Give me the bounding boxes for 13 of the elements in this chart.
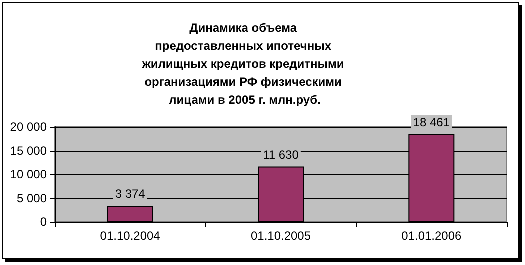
- data-label: 3 374: [115, 186, 146, 201]
- y-tick-label: 0: [40, 215, 48, 229]
- x-tick-label: 01.01.2006: [402, 229, 462, 243]
- y-tick-label: 15 000: [10, 144, 48, 158]
- data-label: 18 461: [413, 115, 450, 130]
- y-tick-label: 20 000: [10, 120, 48, 134]
- y-tick-label: 10 000: [10, 168, 48, 182]
- data-label: 11 630: [263, 148, 300, 162]
- x-tick-label: 01.10.2004: [100, 229, 161, 243]
- y-tick-label: 5 000: [16, 191, 48, 206]
- x-tick-label: 01.10.2005: [250, 229, 312, 243]
- chart-title: Динамика объема предоставленных ипотечных жилищных кредитов кредитными организациями РФ физическими лицами в 2005 г. млн.руб.: [141, 21, 348, 107]
- bar: [107, 206, 154, 222]
